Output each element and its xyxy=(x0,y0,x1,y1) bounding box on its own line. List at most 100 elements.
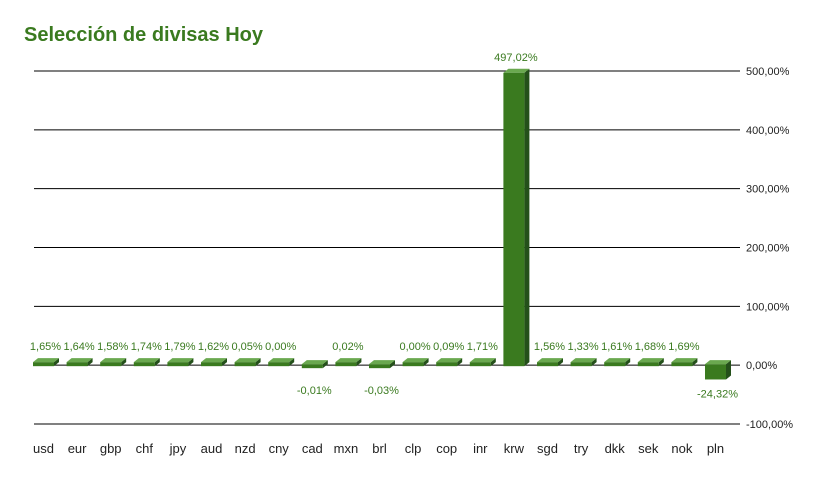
bar-side xyxy=(87,358,93,367)
bar-side xyxy=(625,358,631,367)
bar xyxy=(671,362,693,367)
x-tick-label: try xyxy=(574,441,589,456)
bar-top xyxy=(436,358,463,363)
bar-side xyxy=(490,358,496,367)
bar-top xyxy=(369,360,395,365)
data-label: 1,58% xyxy=(97,341,128,353)
data-label: 1,65% xyxy=(30,341,61,353)
bar xyxy=(402,362,424,367)
data-label: 0,02% xyxy=(332,341,363,353)
y-tick-label: 200,00% xyxy=(746,243,790,255)
bar-side xyxy=(222,358,227,367)
data-label: -0,03% xyxy=(364,385,399,397)
data-label: -24,32% xyxy=(697,388,738,400)
x-tick-label: nzd xyxy=(235,441,256,456)
data-label: 0,00% xyxy=(265,341,296,353)
bar-top xyxy=(402,358,429,363)
x-tick-label: brl xyxy=(372,441,387,456)
bar xyxy=(234,362,256,367)
bar-top xyxy=(301,360,328,365)
x-tick-label: eur xyxy=(68,441,87,456)
bar xyxy=(369,364,390,369)
bar-side xyxy=(255,358,261,367)
x-tick-label: cad xyxy=(302,441,323,456)
bar-side xyxy=(726,360,731,380)
data-label: 497,02% xyxy=(494,52,538,64)
x-tick-label: chf xyxy=(136,441,154,456)
bar-top xyxy=(570,358,597,363)
data-label: 1,79% xyxy=(164,341,195,353)
bar xyxy=(167,362,189,367)
bar xyxy=(503,72,525,367)
data-label: 0,09% xyxy=(433,341,464,353)
bar xyxy=(436,362,458,367)
bar-top xyxy=(604,358,631,363)
bar-side xyxy=(289,358,295,367)
bar-side xyxy=(188,358,194,367)
bar-side xyxy=(322,360,328,369)
y-tick-label: -100,00% xyxy=(746,419,793,431)
data-label: 1,74% xyxy=(131,341,162,353)
y-tick-label: 0,00% xyxy=(746,360,777,372)
bar-top xyxy=(167,358,194,363)
y-tick-label: 300,00% xyxy=(746,184,790,196)
bar-top xyxy=(133,358,160,363)
data-label: 1,56% xyxy=(534,341,565,353)
x-tick-label: aud xyxy=(201,441,223,456)
bar-top xyxy=(335,358,362,363)
bar-side xyxy=(423,358,429,367)
data-label: 1,61% xyxy=(601,341,632,353)
x-tick-label: dkk xyxy=(605,441,626,456)
y-tick-label: 100,00% xyxy=(746,301,790,313)
bar xyxy=(570,362,592,367)
bar xyxy=(604,362,626,367)
data-label: 1,71% xyxy=(467,341,498,353)
x-tick-label: inr xyxy=(473,441,488,456)
bar-top xyxy=(537,358,563,363)
bar xyxy=(705,364,726,380)
bar xyxy=(335,362,357,367)
bar-top xyxy=(268,358,295,363)
x-tick-label: cop xyxy=(436,441,457,456)
bar-side xyxy=(154,358,160,367)
bar xyxy=(100,362,122,367)
x-tick-label: krw xyxy=(504,441,525,456)
bar xyxy=(33,362,54,367)
bar-side xyxy=(457,358,463,367)
data-label: 1,64% xyxy=(63,341,94,353)
x-tick-label: cny xyxy=(269,441,290,456)
bar-side xyxy=(390,360,395,369)
bar xyxy=(133,362,155,367)
bar-side xyxy=(524,68,530,367)
data-label: -0,01% xyxy=(297,385,332,397)
data-label: 1,69% xyxy=(668,341,699,353)
bar xyxy=(301,364,323,369)
bar-side xyxy=(692,358,698,367)
x-tick-label: gbp xyxy=(100,441,122,456)
x-tick-label: pln xyxy=(707,441,724,456)
x-tick-label: usd xyxy=(33,441,54,456)
x-tick-label: sgd xyxy=(537,441,558,456)
bar xyxy=(537,362,558,367)
bar-side xyxy=(658,358,664,367)
x-tick-label: sek xyxy=(638,441,659,456)
x-tick-label: clp xyxy=(405,441,422,456)
data-label: 1,33% xyxy=(567,341,598,353)
data-label: 0,00% xyxy=(399,341,430,353)
bar-side xyxy=(121,358,127,367)
data-label: 1,62% xyxy=(198,341,229,353)
bar-top xyxy=(201,358,227,363)
data-label: 0,05% xyxy=(231,341,262,353)
chart-title: Selección de divisas Hoy xyxy=(24,24,263,46)
bar-side xyxy=(356,358,362,367)
bar xyxy=(637,362,659,367)
bar-top xyxy=(671,358,698,363)
y-tick-label: 400,00% xyxy=(746,125,790,137)
bar-top xyxy=(705,360,731,365)
x-tick-label: nok xyxy=(671,441,692,456)
bar-top xyxy=(234,358,261,363)
data-label: 1,68% xyxy=(635,341,666,353)
bar-side xyxy=(54,358,59,367)
